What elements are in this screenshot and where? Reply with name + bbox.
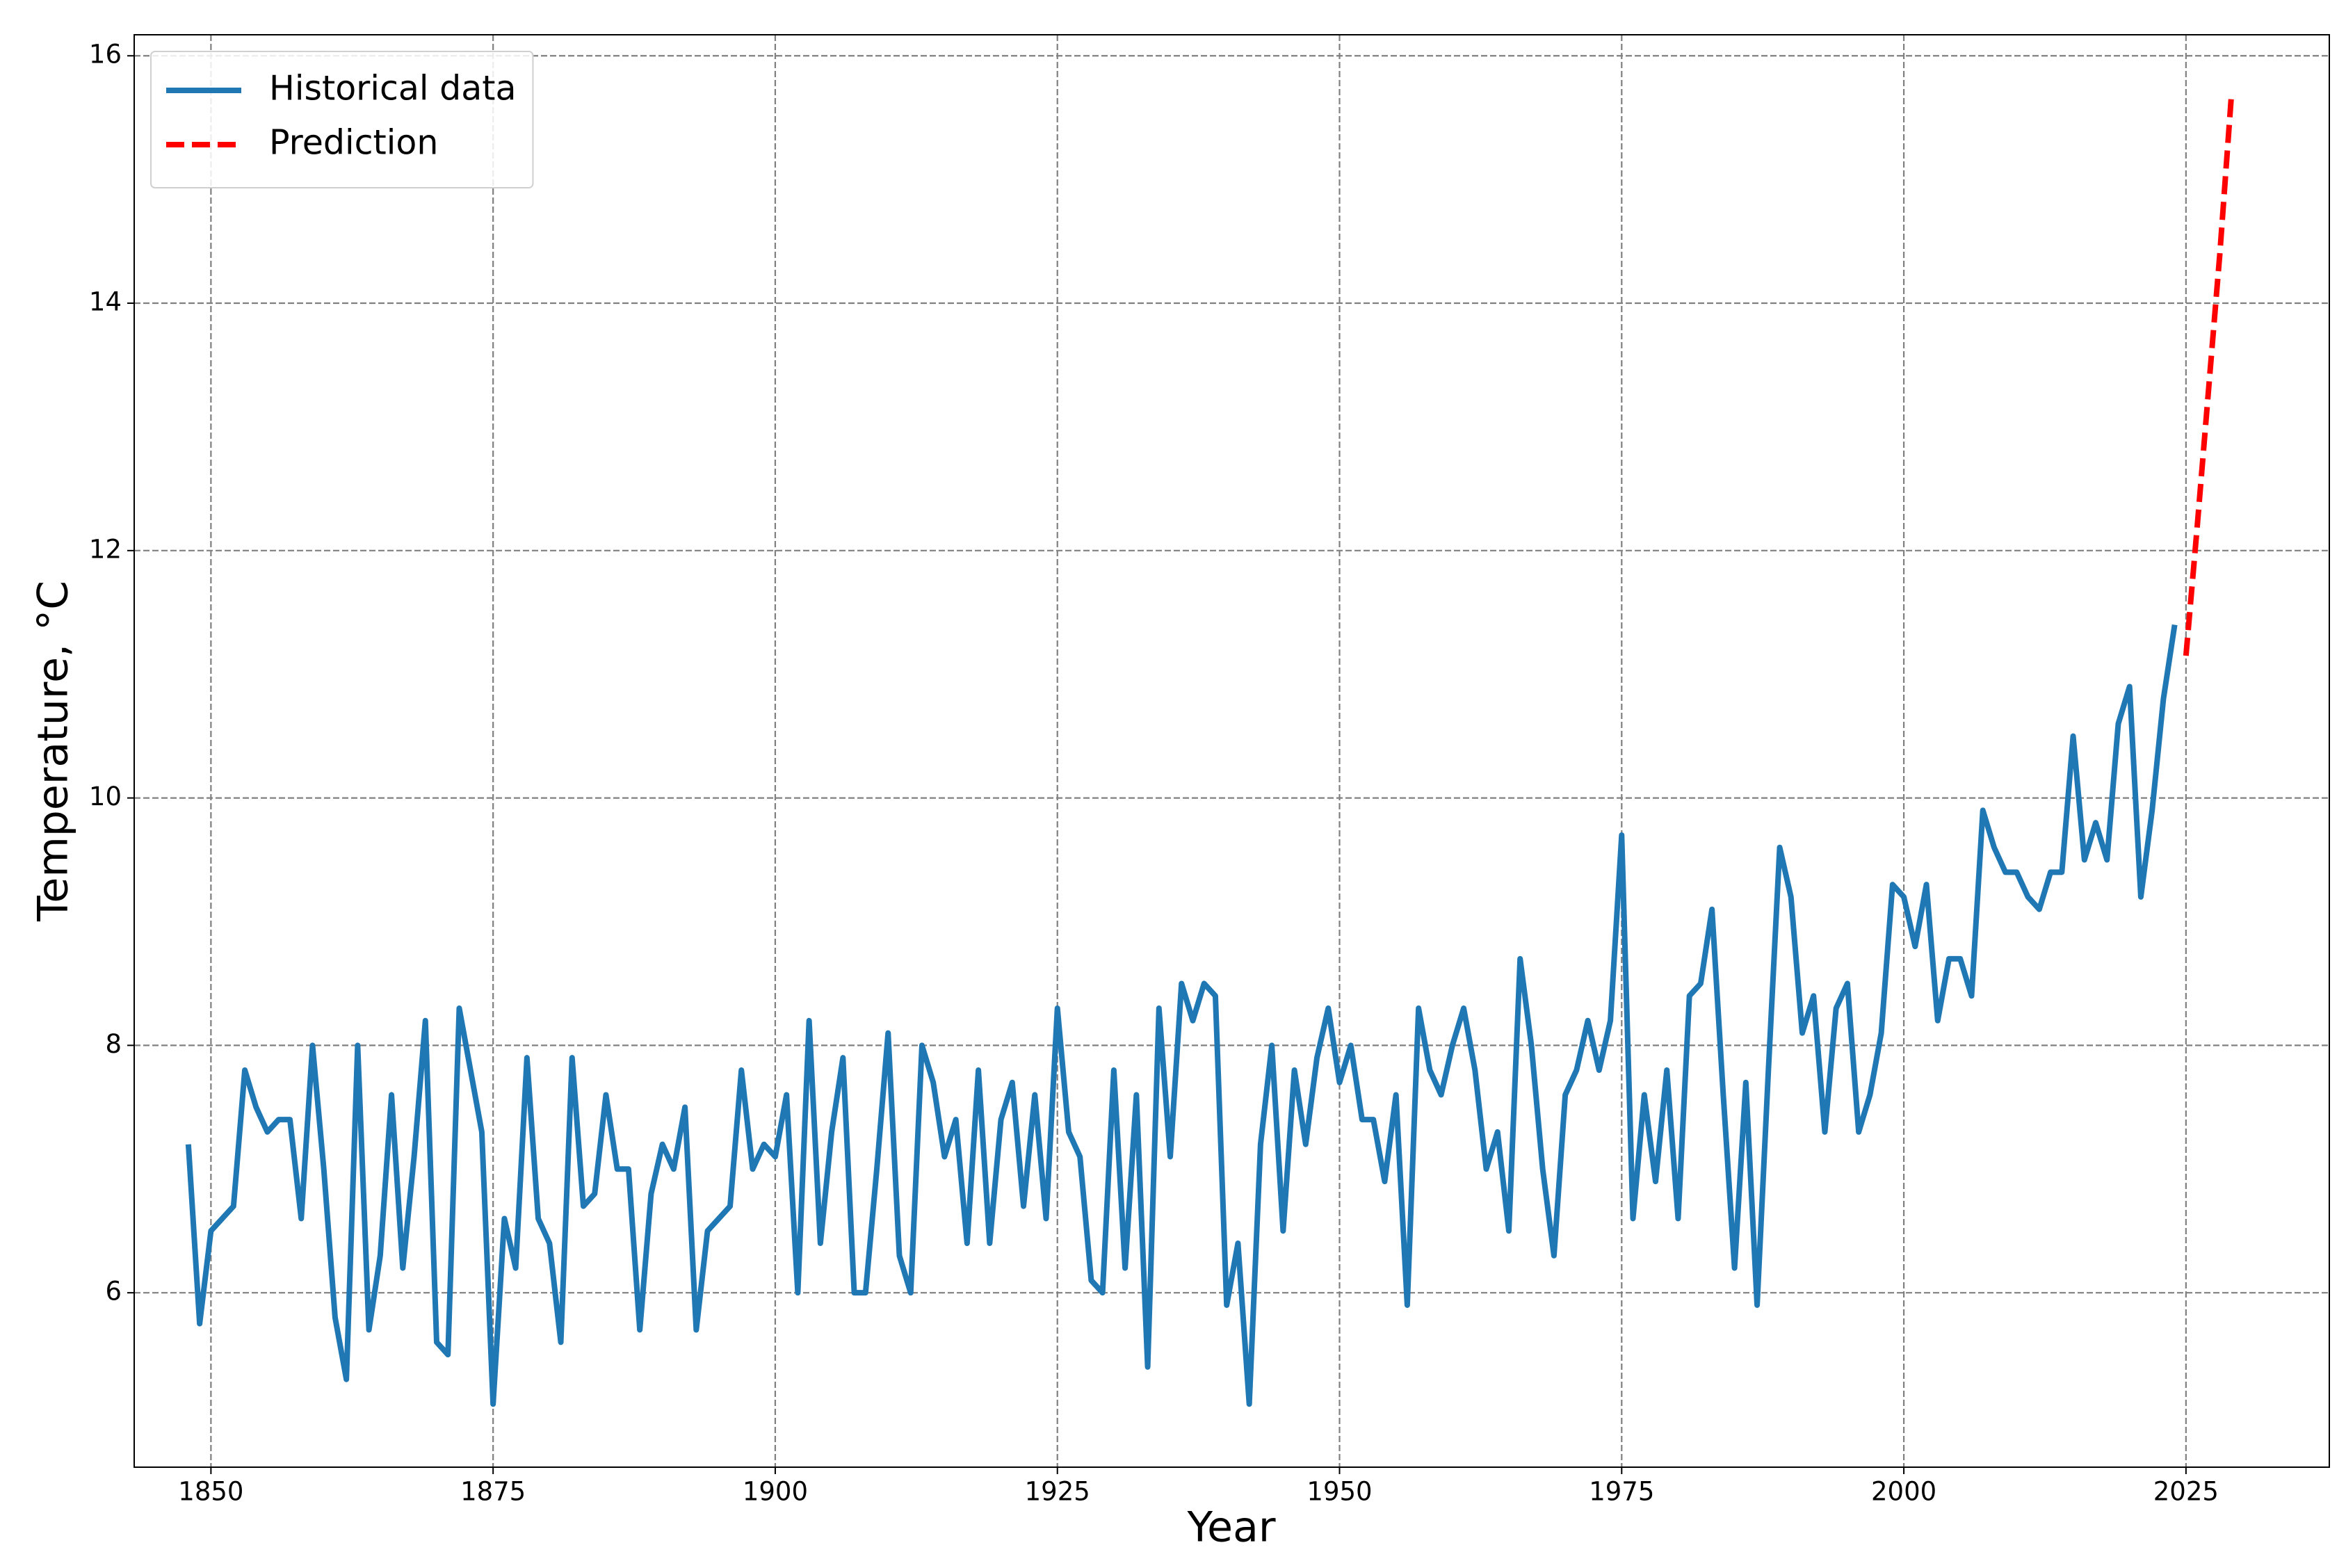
y-tick-label: 6 [105, 1277, 122, 1307]
x-tick-label: 1950 [1307, 1477, 1372, 1507]
y-tick-label: 10 [89, 782, 122, 811]
x-tick-label: 1850 [178, 1477, 243, 1507]
data-line [2183, 99, 2234, 656]
data-line [185, 624, 2178, 1407]
legend-box [150, 51, 534, 188]
legend-label: Prediction [269, 123, 438, 163]
plot-frame [134, 34, 2330, 1468]
y-axis-label: Temperature, °C [29, 581, 78, 922]
y-tick-label: 16 [89, 40, 122, 70]
legend: Historical data Prediction [150, 51, 534, 188]
legend-label: Historical data [269, 69, 516, 108]
x-tick-label: 1875 [460, 1477, 526, 1507]
x-tick-label: 2025 [2153, 1477, 2219, 1507]
y-tick-label: 8 [105, 1029, 122, 1059]
y-tick-label: 14 [89, 287, 122, 317]
y-tick-label: 12 [89, 534, 122, 564]
x-tick-label: 1900 [743, 1477, 808, 1507]
x-tick-label: 1975 [1589, 1477, 1654, 1507]
x-axis-label: Year [1186, 1503, 1275, 1552]
x-tick-label: 2000 [1871, 1477, 1936, 1507]
x-tick-label: 1925 [1025, 1477, 1090, 1507]
